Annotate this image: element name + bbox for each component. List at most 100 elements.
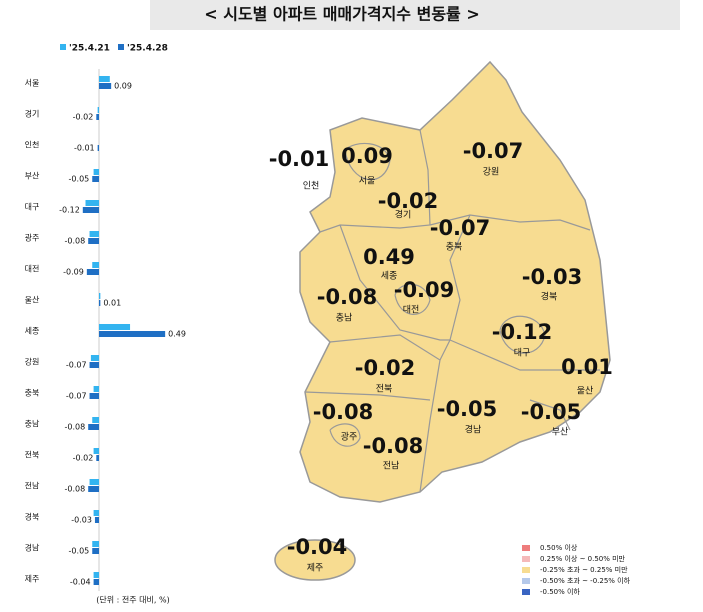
value-label: -0.08: [64, 423, 85, 432]
map-value: -0.08: [313, 400, 374, 424]
category-label: 울산: [25, 295, 40, 305]
category-label: 대구: [25, 203, 40, 212]
category-label: 서울: [25, 79, 40, 88]
bar: [99, 324, 131, 330]
map-region-name: 제주: [307, 563, 324, 574]
map-value: 0.01: [561, 355, 613, 379]
category-label: 광주: [25, 233, 40, 243]
map-legend-swatch: [522, 567, 530, 573]
map-legend-label: -0.50% 초과 ~ -0.25% 이하: [540, 576, 631, 585]
bar: [92, 541, 99, 547]
map-legend-label: -0.25% 초과 ~ 0.25% 미만: [540, 565, 628, 574]
map-value: 0.09: [341, 144, 393, 168]
category-label: 경기: [25, 109, 40, 119]
value-label: -0.05: [69, 175, 90, 184]
map-value: -0.09: [394, 278, 455, 302]
bar: [96, 455, 99, 461]
value-label: -0.07: [66, 392, 87, 401]
bar: [89, 231, 99, 237]
bar: [89, 393, 99, 399]
bar: [99, 293, 101, 299]
value-label: 0.09: [114, 82, 132, 91]
region-borders: [304, 129, 600, 493]
map-value: -0.03: [522, 265, 583, 289]
map-region-name: 충북: [446, 242, 463, 253]
jeju-island: [274, 539, 356, 581]
map-region-name: 세종: [381, 271, 398, 282]
value-label: 0.01: [103, 299, 121, 308]
bar: [92, 548, 99, 554]
category-label: 제주: [25, 575, 40, 584]
map-value: -0.05: [437, 397, 498, 421]
map-legend-swatch: [522, 556, 530, 562]
bar: [86, 269, 99, 275]
unit-note: (단위 : 전주 대비, %): [96, 595, 169, 605]
map-region-name: 강원: [483, 167, 500, 178]
map-legend-swatch: [522, 578, 530, 584]
map-region-name: 대전: [403, 305, 420, 316]
value-label: -0.01: [74, 144, 95, 153]
bar: [93, 386, 99, 392]
bar: [97, 107, 99, 113]
bar: [93, 169, 99, 175]
bar: [89, 479, 99, 485]
bar: [93, 579, 99, 585]
category-label: 경북: [25, 512, 40, 522]
value-label: -0.08: [64, 237, 85, 246]
bar: [90, 355, 99, 361]
value-label: -0.04: [70, 578, 91, 587]
bar: [99, 83, 112, 89]
bar: [97, 145, 99, 151]
value-label: -0.05: [69, 547, 90, 556]
legend-swatch: [118, 44, 124, 50]
value-label: -0.09: [63, 268, 84, 277]
bar: [88, 486, 99, 492]
bar: [92, 176, 99, 182]
bar: [92, 417, 99, 423]
bar: [99, 76, 110, 82]
map: 0.09서울-0.02경기-0.01인천-0.05부산-0.12대구-0.08광…: [269, 60, 613, 581]
category-label: 강원: [25, 357, 40, 367]
value-label: -0.02: [73, 113, 94, 122]
bar: [99, 300, 101, 306]
bar: [88, 424, 99, 430]
category-label: 세종: [25, 327, 40, 336]
bar: [82, 207, 99, 213]
value-label: -0.08: [64, 485, 85, 494]
bar: [92, 262, 99, 268]
map-value: -0.12: [492, 320, 553, 344]
map-region-name: 서울: [359, 176, 376, 187]
map-value: -0.04: [287, 535, 348, 559]
map-value: -0.02: [378, 189, 439, 213]
map-region-name: 울산: [577, 386, 594, 397]
chart-title: < 시도별 아파트 매매가격지수 변동률 >: [204, 5, 479, 24]
map-region-name: 부산: [552, 427, 569, 438]
map-region-name: 충남: [336, 313, 353, 324]
map-region-name: 전남: [383, 461, 400, 472]
map-legend-label: 0.50% 이상: [540, 543, 578, 552]
map-value: -0.07: [463, 139, 524, 163]
bar: [93, 510, 99, 516]
bar: [93, 448, 99, 454]
legend-label: '25.4.28: [127, 44, 168, 54]
map-value: -0.02: [355, 356, 416, 380]
bar: [99, 331, 166, 337]
map-region-name: 전북: [376, 384, 393, 395]
map-legend-label: -0.50% 이하: [540, 587, 580, 596]
category-label: 인천: [25, 140, 40, 150]
bar: [88, 238, 99, 244]
category-label: 전남: [25, 481, 40, 491]
legend-swatch: [60, 44, 66, 50]
map-value: -0.08: [317, 285, 378, 309]
map-value: -0.01: [269, 147, 330, 171]
map-legend-label: 0.25% 이상 ~ 0.50% 미만: [540, 554, 626, 563]
category-label: 전북: [25, 450, 40, 460]
map-region-name: 경기: [395, 209, 412, 221]
category-label: 대전: [25, 264, 40, 274]
bar: [94, 517, 99, 523]
map-legend-swatch: [522, 545, 530, 551]
bar: [89, 362, 99, 368]
map-value: -0.08: [363, 434, 424, 458]
category-label: 충남: [25, 420, 40, 429]
